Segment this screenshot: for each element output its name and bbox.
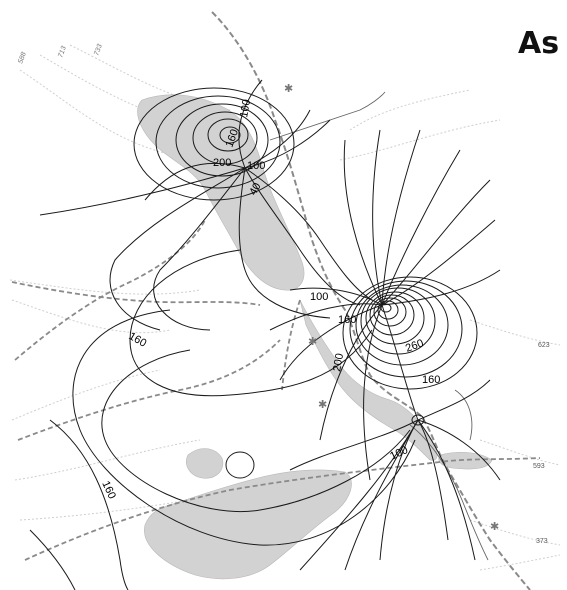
contour-label: 160: [127, 330, 149, 350]
panel-title: As: [518, 26, 560, 61]
contour-label: 100: [238, 98, 253, 118]
side-label: 623: [538, 342, 550, 349]
marsh-symbol: ✱: [490, 520, 499, 533]
water-bodies: [137, 94, 493, 580]
contour-lines: [29, 79, 501, 590]
marsh-symbol: ✱: [284, 82, 293, 95]
corner-label: 713: [57, 45, 68, 58]
marsh-symbols: ✱ ✱ ✱ ✱: [284, 82, 499, 533]
contour-label: 160: [338, 314, 356, 326]
contour-label: 260: [404, 337, 425, 355]
corner-labels: 588 713 733: [17, 43, 104, 64]
upper-lake: [137, 94, 305, 291]
lake-small-a: [186, 448, 224, 479]
river-channel: [299, 299, 438, 461]
contour-label: 160: [99, 479, 118, 501]
corner-label: 588: [17, 51, 28, 64]
lake-small-b: [438, 451, 493, 470]
contour-label: 100: [310, 291, 328, 303]
contour-label: 200: [331, 352, 346, 372]
contour-label: 160: [224, 128, 242, 149]
corner-label: 733: [93, 43, 104, 56]
marsh-symbol: ✱: [318, 398, 327, 411]
contour-label: 40: [247, 181, 264, 198]
contour-label: 200: [213, 157, 231, 169]
contour-label: 160: [422, 374, 440, 386]
lower-lake: [144, 469, 352, 580]
contour-value-labels: 100 160 200 100 40 100 160 160 200 260 1…: [99, 98, 440, 501]
contour-label: 100: [388, 444, 410, 463]
side-label: 593: [533, 463, 545, 470]
side-elevation-labels: 623 593 373: [533, 342, 550, 545]
marsh-symbol: ✱: [308, 335, 317, 348]
side-label: 373: [536, 538, 548, 545]
contour-label: 100: [247, 160, 265, 172]
